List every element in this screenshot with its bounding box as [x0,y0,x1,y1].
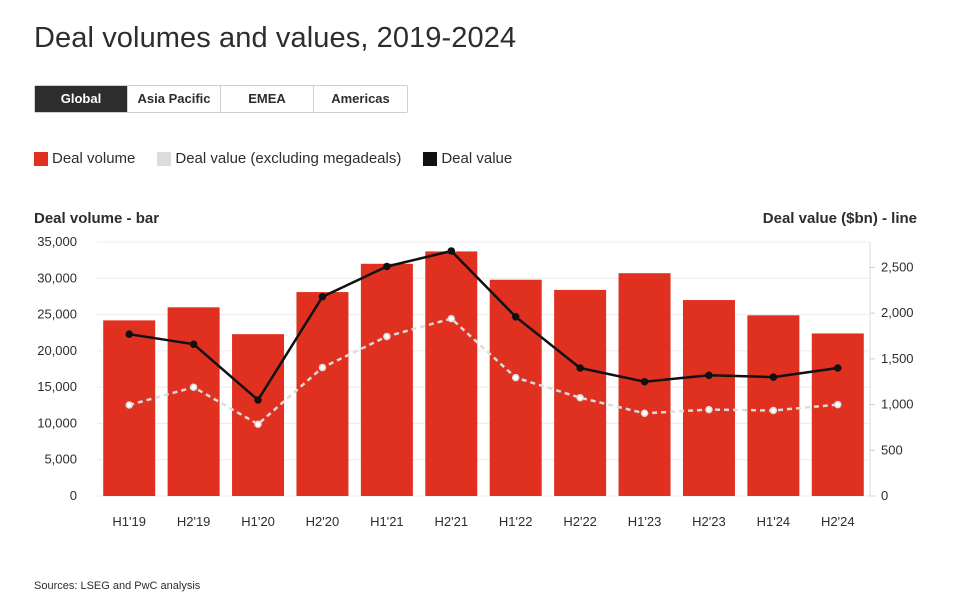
point-deal-value [640,377,649,386]
line-series-excl-megadeals [128,317,838,426]
point-excl-megadeals [576,393,584,402]
x-tick-label: H1'21 [370,514,404,529]
y2-tick-label: 500 [881,442,903,457]
point-deal-value [125,330,133,338]
y-tick-label: 20,000 [37,343,77,358]
legend-item-deal-value: Deal value [423,150,512,167]
x-tick-label: H1'22 [499,514,533,529]
x-tick-label: H2'23 [692,514,726,529]
legend: Deal volume Deal value (excluding megade… [34,150,534,167]
bar [167,307,220,496]
y-tick-label: 0 [70,488,77,503]
x-tick-label: H1'20 [241,514,275,529]
y2-tick-label: 0 [881,488,888,503]
y-tick-label: 25,000 [37,307,77,322]
point-deal-value [705,371,713,380]
y-tick-label: 30,000 [37,270,77,285]
legend-label: Deal volume [52,150,136,167]
point-excl-megadeals [447,314,456,323]
point-excl-megadeals [705,405,713,414]
legend-label: Deal value (excluding megadeals) [175,150,402,167]
legend-swatch [34,151,48,166]
point-excl-megadeals [254,420,262,428]
point-deal-value [511,313,520,321]
line-series-deal-value [129,249,838,402]
source-note: Sources: LSEG and PwC analysis [34,580,201,592]
point-excl-megadeals [318,363,327,372]
point-deal-value [834,364,842,372]
y-tick-label: 10,000 [37,415,77,430]
point-excl-megadeals [383,332,391,341]
point-deal-value [189,340,198,348]
bar [360,263,413,496]
bar [554,289,607,496]
y-tick-label: 5,000 [44,452,77,467]
legend-swatch [423,151,438,166]
point-deal-value [383,262,391,271]
bar [425,251,478,496]
point-excl-megadeals [125,401,133,409]
y-tick-label: 15,000 [37,379,77,394]
tab-emea[interactable]: EMEA [221,86,314,112]
y2-tick-label: 1,500 [881,351,914,366]
region-tabs: Global Asia Pacific EMEA Americas [34,85,408,113]
bar [682,300,735,496]
x-tick-label: H2'19 [177,514,211,529]
chart-title: Deal volumes and values, 2019-2024 [34,22,517,54]
tab-americas[interactable]: Americas [314,86,407,112]
point-deal-value [576,364,584,372]
bar [296,292,349,496]
point-excl-megadeals [769,406,778,415]
point-deal-value [254,396,262,404]
right-axis-title: Deal value ($bn) - line [762,210,917,227]
legend-swatch [157,151,172,166]
point-deal-value [447,247,456,255]
left-axis-title: Deal volume - bar [34,210,160,227]
x-tick-label: H2'24 [821,514,855,529]
point-excl-megadeals [511,373,520,382]
y2-tick-label: 1,000 [881,397,914,412]
x-tick-label: H2'22 [563,514,597,529]
bar [747,315,800,496]
point-deal-value [318,292,327,301]
legend-item-deal-value-excl: Deal value (excluding megadeals) [157,150,401,167]
y2-tick-label: 2,500 [881,259,914,274]
x-tick-label: H2'21 [435,514,469,529]
point-excl-megadeals [189,383,198,391]
bar [489,279,542,496]
legend-label: Deal value [441,150,513,167]
x-tick-label: H2'20 [306,514,340,529]
legend-item-deal-volume: Deal volume [34,150,135,167]
point-excl-megadeals [640,409,649,418]
y-tick-label: 35,000 [37,234,77,249]
point-deal-value [769,373,778,381]
x-tick-label: H1'24 [757,514,791,529]
x-tick-label: H1'19 [112,514,146,529]
y2-tick-label: 2,000 [881,305,914,320]
tab-global[interactable]: Global [35,86,128,112]
point-excl-megadeals [834,400,842,409]
bar [811,333,864,496]
tab-asia-pacific[interactable]: Asia Pacific [128,86,221,112]
x-tick-label: H1'23 [628,514,662,529]
